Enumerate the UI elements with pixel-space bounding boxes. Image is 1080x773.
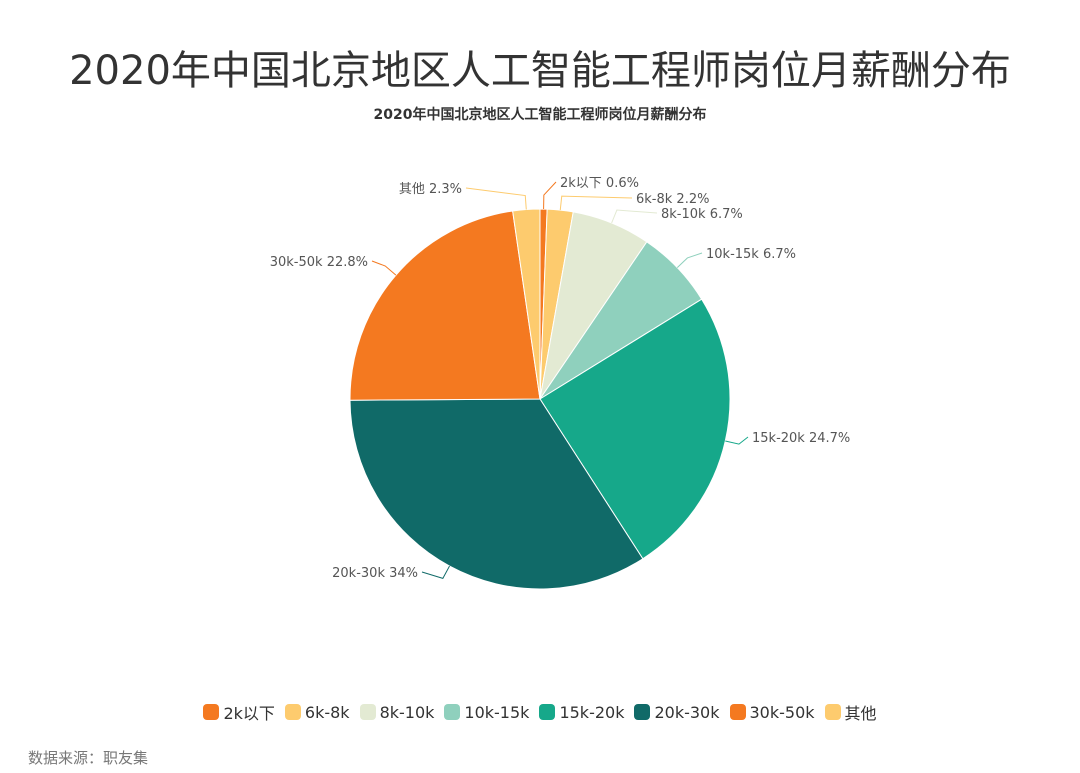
- legend-item[interactable]: 2k以下: [203, 700, 275, 724]
- legend-item[interactable]: 10k-15k: [444, 700, 529, 724]
- legend-label: 15k-20k: [559, 702, 625, 722]
- legend-label: 20k-30k: [654, 702, 720, 722]
- legend-swatch: [359, 704, 376, 720]
- pie-slice[interactable]: [349, 210, 541, 401]
- legend-swatch: [539, 704, 556, 720]
- slice-label: 2k以下 0.6%: [560, 176, 639, 191]
- leader-line: [559, 195, 633, 211]
- legend-swatch: [729, 704, 746, 720]
- leader-line: [611, 209, 658, 224]
- legend-label: 10k-15k: [464, 702, 530, 722]
- legend-label: 6k-8k: [304, 702, 350, 722]
- page-title: 2020年中国北京地区人工智能工程师岗位月薪酬分布: [69, 48, 1011, 94]
- legend-swatch: [203, 704, 220, 720]
- leader-line: [676, 252, 703, 268]
- pie-slice[interactable]: [512, 208, 541, 400]
- leader-line: [371, 260, 397, 276]
- slice-label: 6k-8k 2.2%: [636, 192, 709, 207]
- legend-label: 8k-10k: [379, 702, 435, 722]
- slice-label: 30k-50k 22.8%: [270, 255, 368, 270]
- leader-line: [421, 565, 450, 579]
- pie-slice[interactable]: [539, 298, 731, 560]
- pie-chart: 2k以下 0.6%6k-8k 2.2%8k-10k 6.7% 10k-15k 6.…: [270, 176, 850, 590]
- leader-line: [543, 181, 557, 210]
- legend-label: 30k-50k: [749, 702, 815, 722]
- legend-label: 其他: [844, 704, 877, 723]
- leader-line: [725, 436, 749, 445]
- legend-item[interactable]: 15k-20k: [539, 700, 624, 724]
- legend-item[interactable]: 20k-30k: [634, 700, 720, 724]
- pie-slice[interactable]: [349, 398, 644, 590]
- chart-legend: 2k以下 6k-8k 8k-10k 10k-15k 15k-20k 20k-30…: [0, 700, 1080, 724]
- legend-item[interactable]: 30k-50k: [729, 700, 815, 724]
- legend-swatch: [284, 704, 301, 720]
- legend-item[interactable]: 6k-8k: [284, 700, 350, 724]
- chart-title: 2020年中国北京地区人工智能工程师岗位月薪酬分布: [373, 107, 707, 123]
- leader-line: [465, 187, 527, 210]
- slice-label: 其他 2.3%: [399, 182, 462, 197]
- legend-label: 2k以下: [223, 704, 275, 723]
- legend-swatch: [444, 704, 461, 720]
- legend-item[interactable]: 8k-10k: [359, 700, 435, 724]
- data-source: 数据来源：职友集: [28, 749, 149, 767]
- legend-swatch: [634, 704, 651, 720]
- legend-item[interactable]: 其他: [824, 700, 877, 724]
- slice-label: 15k-20k 24.7%: [752, 431, 850, 446]
- slice-label: 10k-15k 6.7%: [706, 247, 796, 262]
- legend-swatch: [824, 704, 841, 720]
- slice-label: 8k-10k 6.7%: [661, 207, 743, 222]
- slice-label: 20k-30k 34%: [332, 566, 418, 581]
